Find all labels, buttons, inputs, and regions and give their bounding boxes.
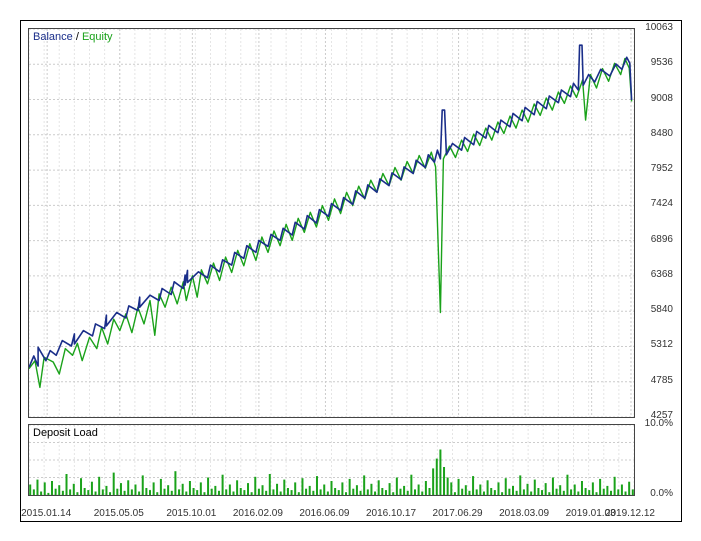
- y-tick-label: 7952: [651, 164, 673, 174]
- y-tick-label: 5840: [651, 305, 673, 315]
- main-chart-panel: [28, 28, 635, 418]
- x-tick-label: 2019.12.12: [605, 509, 655, 519]
- load-legend: Deposit Load: [33, 427, 98, 439]
- y-tick-label: 6896: [651, 235, 673, 245]
- y-tick-label: 10063: [645, 23, 673, 33]
- equity-label: Equity: [82, 31, 113, 43]
- load-y-tick-label: 0.0%: [650, 489, 673, 499]
- x-tick-label: 2016.02.09: [233, 509, 283, 519]
- y-tick-label: 8480: [651, 129, 673, 139]
- x-tick-label: 2015.05.05: [94, 509, 144, 519]
- x-tick-label: 2015.01.14: [21, 509, 71, 519]
- balance-label: Balance: [33, 31, 73, 43]
- load-y-tick-label: 10.0%: [645, 419, 673, 429]
- legend-sep: /: [73, 31, 82, 43]
- x-tick-label: 2017.06.29: [433, 509, 483, 519]
- x-tick-label: 2016.06.09: [299, 509, 349, 519]
- y-tick-label: 4785: [651, 376, 673, 386]
- x-tick-label: 2015.10.01: [166, 509, 216, 519]
- y-tick-label: 5312: [651, 340, 673, 350]
- x-tick-label: 2016.10.17: [366, 509, 416, 519]
- main-legend: Balance / Equity: [33, 31, 113, 43]
- y-tick-label: 7424: [651, 199, 673, 209]
- y-tick-label: 6368: [651, 270, 673, 280]
- load-chart-panel: [28, 424, 635, 496]
- y-tick-label: 9008: [651, 94, 673, 104]
- y-tick-label: 9536: [651, 58, 673, 68]
- x-tick-label: 2018.03.09: [499, 509, 549, 519]
- deposit-load-label: Deposit Load: [33, 427, 98, 439]
- chart-frame: Balance / Equity 42574785531258406368689…: [20, 20, 682, 522]
